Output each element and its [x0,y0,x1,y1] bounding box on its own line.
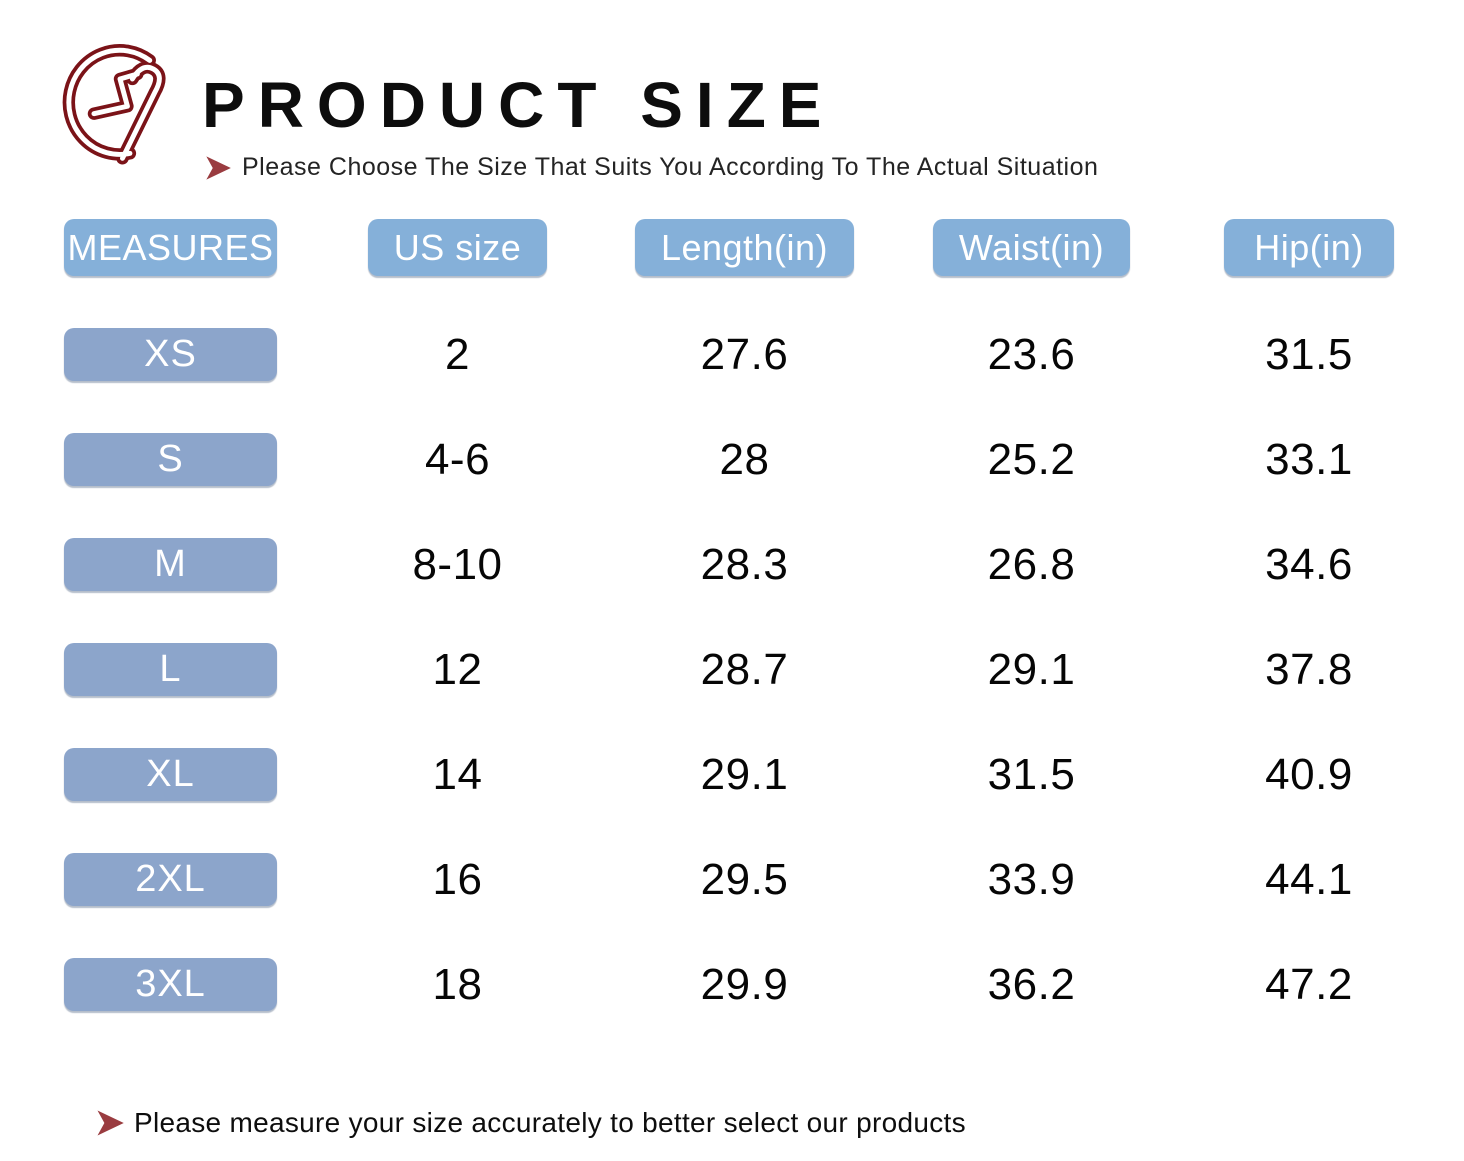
length-value: 28 [719,434,770,484]
length-value: 28.3 [700,539,789,589]
value-cell: 40.9 [1175,748,1443,801]
header-pill: US size [367,219,548,276]
hip-value: 44.1 [1265,854,1353,904]
length-value: 29.1 [700,749,789,799]
value-cell: 12 [314,643,601,696]
table-row-xs: XS [0,328,314,381]
page-title: PRODUCT SIZE [202,69,835,141]
value-cell: 29.1 [601,748,888,801]
title-block: PRODUCT SIZE Please Choose The Size That… [202,35,1098,182]
header-pill: Length(in) [634,219,855,276]
waist-value: 29.1 [987,644,1076,694]
table-row-3xl: 3XL [0,958,314,1011]
footer-note: Please measure your size accurately to b… [95,1107,966,1139]
value-cell: 28 [601,433,888,486]
value-cell: 37.8 [1175,643,1443,696]
waist-value: 31.5 [987,749,1076,799]
us-size-value: 4-6 [424,434,491,484]
table-row-m: M [0,538,314,591]
value-cell: 47.2 [1175,958,1443,1011]
hip-value: 40.9 [1265,749,1353,799]
hip-value: 34.6 [1265,539,1353,589]
table-row-2xl: 2XL [0,853,314,906]
value-cell: 14 [314,748,601,801]
length-value: 28.7 [700,644,789,694]
waist-value: 26.8 [987,539,1076,589]
size-pill: L [64,643,277,696]
play-arrow-icon [97,1110,124,1136]
waist-value: 25.2 [987,434,1076,484]
hip-value: 31.5 [1265,329,1353,379]
value-cell: 4-6 [314,433,601,486]
value-cell: 25.2 [888,433,1175,486]
hip-value: 33.1 [1265,434,1353,484]
size-pill: M [64,538,277,591]
value-cell: 28.7 [601,643,888,696]
value-cell: 28.3 [601,538,888,591]
length-value: 27.6 [700,329,789,379]
footer-text: Please measure your size accurately to b… [134,1107,966,1138]
header-pill: Hip(in) [1224,219,1394,276]
value-cell: 27.6 [601,328,888,381]
size-pill: S [64,433,277,486]
size-pill: XS [64,328,277,381]
waist-value: 36.2 [987,959,1076,1009]
value-cell: 31.5 [1175,328,1443,381]
length-value: 29.5 [700,854,789,904]
value-cell: 36.2 [888,958,1175,1011]
value-cell: 29.5 [601,853,888,906]
us-size-value: 14 [432,749,483,799]
value-cell: 2 [314,328,601,381]
header-pill: Waist(in) [932,219,1131,276]
value-cell: 34.6 [1175,538,1443,591]
us-size-value: 16 [432,854,483,904]
subtitle-text: Please Choose The Size That Suits You Ac… [242,153,1099,181]
value-cell: 29.1 [888,643,1175,696]
hip-value: 37.8 [1265,644,1353,694]
size-table: MEASURES US size Length(in) Waist(in) Hi… [0,219,1464,1011]
table-row-l: L [0,643,314,696]
column-header-measures: MEASURES [0,219,314,276]
waist-value: 33.9 [987,854,1076,904]
value-cell: 8-10 [314,538,601,591]
us-size-value: 8-10 [412,539,503,589]
length-value: 29.9 [700,959,789,1009]
us-size-value: 2 [445,329,470,379]
us-size-value: 18 [432,959,483,1009]
page-header: PRODUCT SIZE Please Choose The Size That… [0,0,1464,182]
table-row-xl: XL [0,748,314,801]
column-header-length: Length(in) [601,219,888,276]
value-cell: 23.6 [888,328,1175,381]
value-cell: 33.1 [1175,433,1443,486]
play-arrow-icon [206,155,231,180]
size-pill: XL [64,748,277,801]
column-header-waist: Waist(in) [888,219,1175,276]
waist-value: 23.6 [987,329,1076,379]
subtitle: Please Choose The Size That Suits You Ac… [204,153,1098,182]
us-size-value: 12 [432,644,483,694]
value-cell: 16 [314,853,601,906]
hip-value: 47.2 [1265,959,1353,1009]
value-cell: 26.8 [888,538,1175,591]
value-cell: 31.5 [888,748,1175,801]
value-cell: 18 [314,958,601,1011]
column-header-us-size: US size [314,219,601,276]
value-cell: 44.1 [1175,853,1443,906]
size-pill: 3XL [64,958,277,1011]
value-cell: 29.9 [601,958,888,1011]
column-header-hip: Hip(in) [1175,219,1443,276]
value-cell: 33.9 [888,853,1175,906]
size-pill: 2XL [64,853,277,906]
brand-logo-icon [58,35,182,175]
table-row-s: S [0,433,314,486]
header-pill: MEASURES [64,219,277,276]
